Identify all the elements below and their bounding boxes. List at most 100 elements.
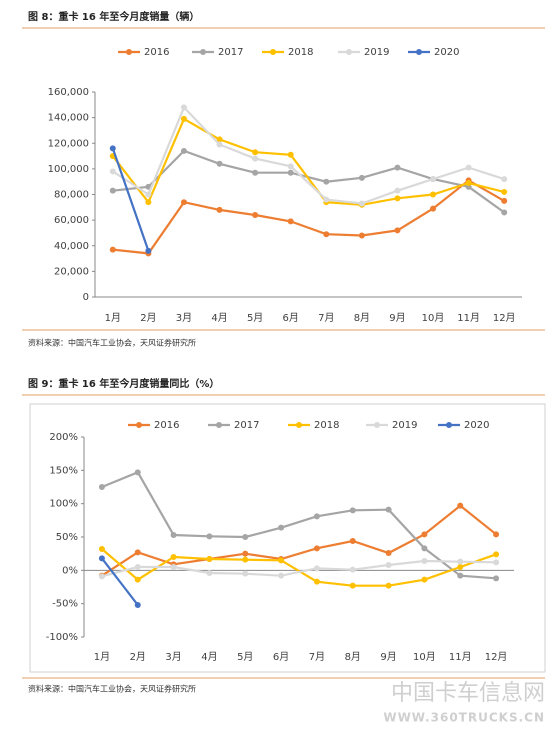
y-tick-label: 140,000 (48, 113, 89, 124)
legend-swatch (296, 422, 302, 428)
data-point (287, 218, 294, 225)
data-point (465, 164, 472, 171)
y-tick-label: -50% (52, 599, 78, 610)
x-tick-label: 2月 (130, 651, 146, 663)
legend-label: 2018 (288, 47, 313, 58)
legend-swatch (346, 49, 352, 55)
x-tick-label: 10月 (413, 651, 436, 663)
data-point (216, 206, 223, 213)
data-point (278, 557, 285, 564)
series-line (112, 105, 505, 205)
y-tick-label: 50% (56, 532, 78, 543)
x-tick-label: 1月 (94, 651, 110, 663)
data-point (394, 227, 401, 234)
data-point (430, 176, 437, 183)
x-tick-label: 6月 (273, 651, 289, 663)
data-point (313, 513, 320, 520)
data-point (349, 507, 356, 514)
data-point (242, 570, 249, 577)
y-tick-label: 0 (83, 292, 89, 303)
legend-label: 2018 (314, 420, 339, 431)
x-tick-label: 3月 (165, 651, 181, 663)
data-point (287, 163, 294, 170)
series-line (101, 557, 139, 606)
x-tick-label: 5月 (237, 651, 253, 663)
legend-label: 2019 (392, 420, 417, 431)
x-tick-label: 1月 (105, 312, 121, 324)
data-point (170, 564, 177, 570)
data-point (252, 149, 259, 156)
x-tick-label: 7月 (318, 312, 334, 324)
data-point (313, 578, 320, 585)
series-line (101, 470, 497, 580)
legend-swatch (216, 422, 222, 428)
data-point (385, 582, 392, 589)
data-point (216, 136, 223, 143)
data-point (134, 469, 141, 476)
data-point (109, 246, 116, 253)
data-point (457, 502, 464, 509)
data-point (358, 232, 365, 239)
data-point (323, 178, 330, 185)
data-point (170, 554, 177, 560)
legend-swatch (136, 422, 142, 428)
legend-label: 2017 (218, 47, 243, 58)
data-point (98, 546, 105, 552)
data-point (170, 532, 177, 538)
data-point (430, 205, 437, 212)
data-point (278, 572, 285, 579)
data-point (180, 104, 187, 111)
data-point (421, 545, 428, 552)
data-point (180, 115, 187, 122)
data-point (145, 191, 152, 198)
data-point (501, 176, 508, 183)
legend-label: 2020 (464, 420, 489, 431)
y-tick-label: 120,000 (48, 138, 89, 149)
legend-swatch (200, 49, 206, 55)
x-tick-label: 7月 (309, 651, 325, 663)
legend-label: 2017 (234, 420, 259, 431)
y-tick-label: 100% (49, 499, 78, 510)
y-tick-label: 200% (49, 432, 78, 443)
data-point (242, 556, 249, 563)
legend-label: 2016 (144, 47, 169, 58)
legend-label: 2016 (154, 420, 179, 431)
data-point (421, 558, 428, 564)
data-point (457, 564, 464, 570)
y-tick-label: 0% (62, 565, 78, 576)
watermark: 中国卡车信息网 (391, 681, 545, 706)
data-point (421, 576, 428, 583)
data-point (242, 534, 249, 540)
data-point (349, 538, 356, 544)
data-point (216, 160, 223, 167)
data-point (493, 575, 500, 582)
data-point (287, 169, 294, 176)
x-tick-label: 10月 (422, 312, 445, 324)
legend-swatch (374, 422, 380, 428)
data-point (385, 506, 392, 513)
data-point (430, 191, 437, 198)
data-point (313, 565, 320, 572)
data-point (145, 247, 152, 254)
y-tick-label: 20,000 (54, 266, 89, 277)
data-point (145, 199, 152, 206)
data-point (501, 197, 508, 204)
x-tick-label: 11月 (449, 651, 472, 663)
data-point (278, 524, 285, 531)
x-tick-label: 12月 (485, 651, 508, 663)
series-line (111, 148, 150, 252)
data-point (206, 570, 213, 576)
y-tick-label: 40,000 (54, 241, 89, 252)
data-point (313, 545, 320, 552)
x-tick-label: 5月 (247, 312, 263, 324)
x-tick-label: 11月 (457, 312, 480, 324)
x-tick-label: 6月 (283, 312, 299, 324)
y-tick-label: 80,000 (54, 190, 89, 201)
data-point (358, 200, 365, 207)
legend-swatch (446, 422, 452, 428)
series-line (101, 504, 497, 577)
data-point (98, 555, 105, 562)
data-point (180, 147, 187, 154)
source: 资料来源：中国汽车工业协会，天风证券研究所 (28, 684, 196, 694)
x-tick-label: 8月 (354, 312, 370, 324)
